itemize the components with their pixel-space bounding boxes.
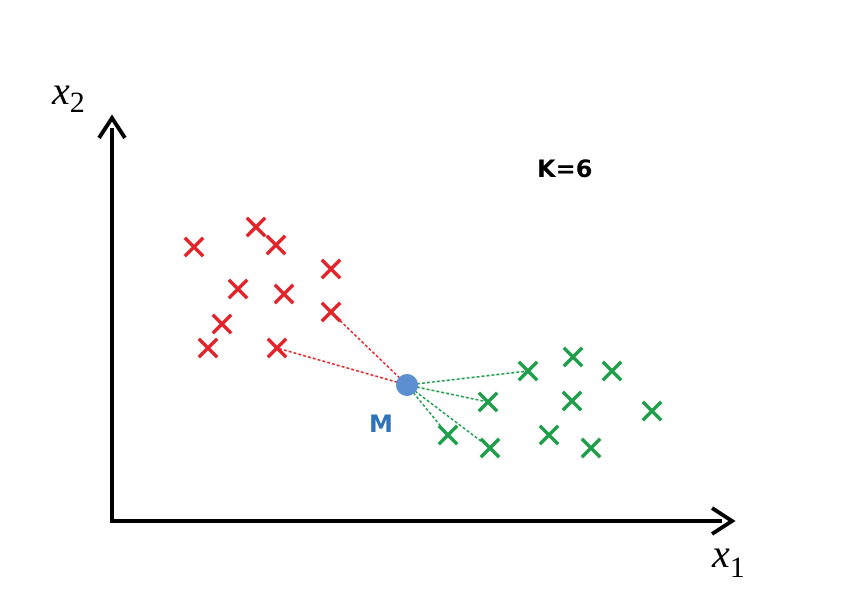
neighbor-line <box>406 370 529 386</box>
neighbor-line <box>276 347 408 386</box>
y-axis-label: x2 <box>51 68 85 119</box>
class-a-cross-icon <box>320 258 342 280</box>
class-b-cross-icon <box>601 360 623 382</box>
class-b-cross-icon <box>538 424 560 446</box>
class-a-points <box>183 216 342 359</box>
class-a-cross-icon <box>197 337 219 359</box>
class-a-cross-icon <box>245 216 267 238</box>
class-a-cross-icon <box>211 313 233 335</box>
x-axis-label: x1 <box>711 531 745 584</box>
query-point-label: M <box>369 410 393 438</box>
class-b-cross-icon <box>580 437 602 459</box>
x-axis-label-sub: 1 <box>730 551 745 584</box>
class-b-cross-icon <box>477 391 499 413</box>
class-a-cross-icon <box>266 337 288 359</box>
y-axis-arrowhead <box>97 114 127 140</box>
neighbor-lines <box>276 311 529 449</box>
class-b-cross-icon <box>437 424 459 446</box>
x-axis-label-main: x <box>711 531 730 576</box>
neighbor-line <box>406 384 489 403</box>
class-a-cross-icon <box>273 283 295 305</box>
x-axis-arrowhead <box>710 506 736 536</box>
class-a-cross-icon <box>320 301 342 323</box>
class-b-cross-icon <box>517 360 539 382</box>
y-axis-label-main: x <box>51 68 70 113</box>
k-value-label: K=6 <box>537 155 592 183</box>
class-a-cross-icon <box>265 234 287 256</box>
class-b-cross-icon <box>641 400 663 422</box>
class-b-cross-icon <box>562 346 584 368</box>
class-a-cross-icon <box>183 236 205 258</box>
y-axis-label-sub: 2 <box>70 86 85 119</box>
axes <box>97 114 736 536</box>
class-b-points <box>437 346 663 459</box>
neighbor-line <box>406 384 491 449</box>
class-b-cross-icon <box>561 390 583 412</box>
class-b-cross-icon <box>479 437 501 459</box>
neighbor-line <box>330 311 408 386</box>
class-a-cross-icon <box>227 278 249 300</box>
query-point-marker <box>396 374 418 396</box>
